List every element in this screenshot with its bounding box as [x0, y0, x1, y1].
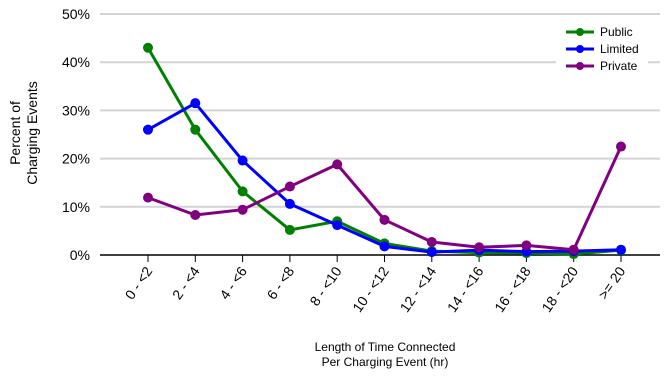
legend-label-public: Public [600, 25, 633, 39]
data-point-private [426, 236, 437, 247]
x-tick-label: 2 - <4 [169, 263, 203, 302]
data-point-public [237, 186, 248, 197]
legend-marker-limited [576, 45, 584, 53]
legend-label-private: Private [600, 59, 638, 73]
y-tick-label: 30% [62, 102, 90, 118]
x-tick-label: 12 - <14 [396, 263, 439, 315]
data-point-private [190, 209, 201, 220]
legend-marker-private [576, 62, 584, 70]
x-tick-label: 16 - <18 [491, 263, 534, 315]
y-tick-label: 40% [62, 54, 90, 70]
x-tick-label: 6 - <8 [263, 263, 297, 302]
y-tick-label: 0% [70, 247, 90, 263]
data-point-private [143, 192, 153, 203]
data-point-private [332, 159, 343, 170]
data-point-public [284, 224, 295, 235]
data-point-limited [426, 247, 437, 258]
y-tick-label: 10% [62, 199, 90, 215]
data-point-limited [190, 98, 201, 109]
series [143, 42, 626, 260]
x-tick-label: 8 - <10 [306, 263, 344, 308]
series-line-limited [147, 101, 622, 254]
data-point-private [237, 204, 248, 215]
x-tick-label: 4 - <6 [216, 263, 250, 302]
data-point-public [143, 42, 153, 53]
x-tick-labels: 0 - <2 2 - <4 4 - <6 6 - <8 8 - <10 10 - <12 1… [122, 263, 629, 315]
data-point-private [616, 141, 626, 152]
legend-marker-public [576, 28, 584, 36]
data-point-limited [143, 124, 153, 135]
data-point-private [379, 214, 390, 225]
data-point-private [521, 240, 532, 251]
x-tick-label: 10 - <12 [349, 263, 392, 315]
data-point-limited [616, 244, 626, 255]
x-tick-label: 14 - <16 [444, 263, 487, 315]
data-point-private [284, 181, 295, 192]
data-point-public [190, 124, 201, 135]
legend: Public Limited Private [556, 20, 648, 76]
data-point-limited [237, 155, 248, 166]
data-point-private [568, 244, 579, 255]
data-point-limited [332, 220, 343, 231]
data-point-limited [284, 198, 295, 209]
x-tick-label: 0 - <2 [122, 263, 156, 302]
y-axis-label-line-2: Charging Events [24, 81, 40, 185]
data-point-private [474, 242, 485, 253]
y-tick-labels: 0% 10% 20% 30% 40% 50% [62, 6, 90, 263]
x-axis-label-line-1: Length of Time Connected [315, 340, 456, 354]
y-tick-label: 20% [62, 151, 90, 167]
x-axis-label-line-2: Per Charging Event (hr) [322, 355, 449, 369]
data-point-limited [379, 241, 390, 252]
x-tick-label: 18 - <20 [538, 263, 581, 315]
legend-label-limited: Limited [600, 42, 639, 56]
y-axis-label-line-1: Percent of [7, 101, 23, 165]
x-tick-label: >= 20 [595, 263, 629, 302]
y-tick-label: 50% [62, 6, 90, 22]
